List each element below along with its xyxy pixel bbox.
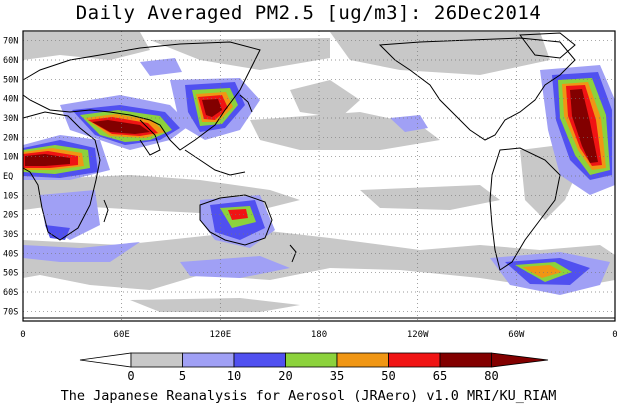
madagascar-coastline xyxy=(103,199,109,223)
map-frame xyxy=(22,30,616,322)
map-title: Daily Averaged PM2.5 [ug/m3]: 26Dec2014 xyxy=(75,2,542,24)
australia-coastline xyxy=(199,194,273,246)
latitude-labels: 70N 60N 50N 40N 30N 20N 10N EQ 10S 20S 30S 40S 50S 60… xyxy=(3,37,18,318)
pm25-level-5-10 xyxy=(23,32,615,312)
japan-coastline xyxy=(239,94,253,113)
colorbar-tick-label: 80 xyxy=(484,369,498,383)
lat-label: 60S xyxy=(3,288,18,298)
africa-coastline xyxy=(22,111,101,241)
colorbar-left-triangle xyxy=(79,352,132,368)
lon-label: 120E xyxy=(209,330,231,340)
lon-label: 0 xyxy=(612,330,617,340)
map-gridlines xyxy=(23,31,615,321)
map-plot-area xyxy=(22,30,616,322)
lat-label: 70S xyxy=(3,307,18,317)
colorbar-swatch xyxy=(233,352,286,368)
north-america-coastline xyxy=(378,37,576,141)
colorbar-tick-label: 20 xyxy=(278,369,292,383)
colorbar-tick-label: 50 xyxy=(381,369,395,383)
colorbar-right-triangle xyxy=(491,352,549,368)
colorbar-swatch xyxy=(182,352,235,368)
lat-label: 50S xyxy=(3,269,18,279)
colorbar-swatch xyxy=(388,352,441,368)
longitude-labels: 0 60E 120E 180 120W 60W 0 xyxy=(20,330,617,340)
lon-label: 60E xyxy=(114,330,130,340)
lat-label: 50N xyxy=(3,75,18,85)
colorbar-tick-label: 10 xyxy=(227,369,241,383)
lon-label: 60W xyxy=(508,330,525,340)
colorbar-swatch xyxy=(285,352,338,368)
colorbar-tick-label: 65 xyxy=(433,369,447,383)
lat-label: 10N xyxy=(3,153,18,163)
new-zealand-coastline xyxy=(289,244,297,263)
lat-label: 20N xyxy=(3,133,18,143)
india-coastline xyxy=(139,119,161,156)
colorbar-swatch xyxy=(439,352,492,368)
lat-label: 60N xyxy=(3,56,18,66)
lat-label: 10S xyxy=(3,191,18,201)
lat-label: 40N xyxy=(3,95,18,105)
coastlines xyxy=(22,32,615,319)
colorbar-tick-label: 5 xyxy=(179,369,186,383)
south-america-coastline xyxy=(489,147,561,271)
lat-label: 70N xyxy=(3,37,18,47)
lat-label: 30S xyxy=(3,230,18,240)
greenland-coastline xyxy=(519,32,576,59)
lon-label: 120W xyxy=(407,330,429,340)
eurasia-coastline xyxy=(22,41,261,151)
colorbar-swatch xyxy=(130,352,183,368)
lat-label: 20S xyxy=(3,211,18,221)
colorbar-tick-label: 0 xyxy=(127,369,134,383)
footer-credit: The Japanese Reanalysis for Aerosol (JRA… xyxy=(60,388,557,404)
pm25-level-80-plus xyxy=(25,89,598,166)
colorbar: 0 5 10 20 35 50 65 80 xyxy=(79,352,549,383)
lat-label: EQ xyxy=(3,172,13,182)
lon-label: 180 xyxy=(311,330,327,340)
lat-label: 30N xyxy=(3,114,18,124)
lon-label: 0 xyxy=(20,330,25,340)
lat-label: 40S xyxy=(3,249,18,259)
colorbar-swatch xyxy=(336,352,389,368)
colorbar-tick-label: 35 xyxy=(330,369,344,383)
